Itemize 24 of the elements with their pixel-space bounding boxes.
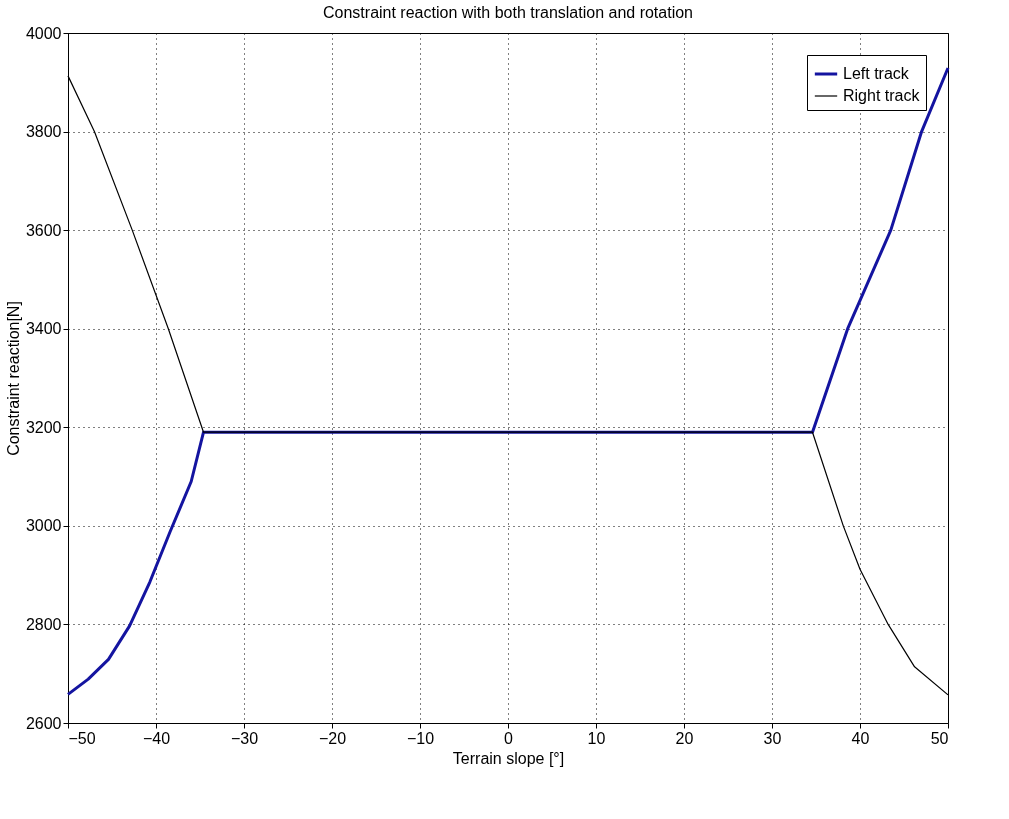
x-tick-label: 50 (930, 729, 949, 747)
legend-label: Left track (843, 65, 910, 82)
y-tick-label: 3000 (25, 517, 62, 535)
y-tick-label: 2600 (25, 714, 62, 732)
x-axis-title: Terrain slope [°] (452, 749, 565, 767)
y-axis-title: Constraint reaction[N] (4, 301, 22, 456)
x-tick-label: −50 (68, 729, 96, 747)
y-tick-label: 3400 (25, 320, 62, 338)
x-tick-label: 30 (763, 729, 782, 747)
x-tick-label: 0 (504, 729, 514, 747)
y-tick-label: 3800 (25, 123, 62, 141)
y-tick-label: 3600 (25, 221, 62, 239)
chart-title: Constraint reaction with both translation and rotation (323, 4, 693, 21)
x-tick-label: −40 (142, 729, 171, 747)
y-tick-label: 2800 (25, 615, 62, 633)
legend-label: Right track (843, 87, 921, 104)
x-tick-label: 10 (587, 729, 606, 747)
x-tick-label: 40 (851, 729, 870, 747)
y-tick-label: 4000 (25, 24, 62, 42)
y-tick-label: 3200 (25, 418, 62, 436)
x-tick-label: −10 (406, 729, 435, 747)
x-tick-label: −30 (230, 729, 259, 747)
x-tick-label: 20 (675, 729, 694, 747)
x-tick-label: −20 (318, 729, 347, 747)
